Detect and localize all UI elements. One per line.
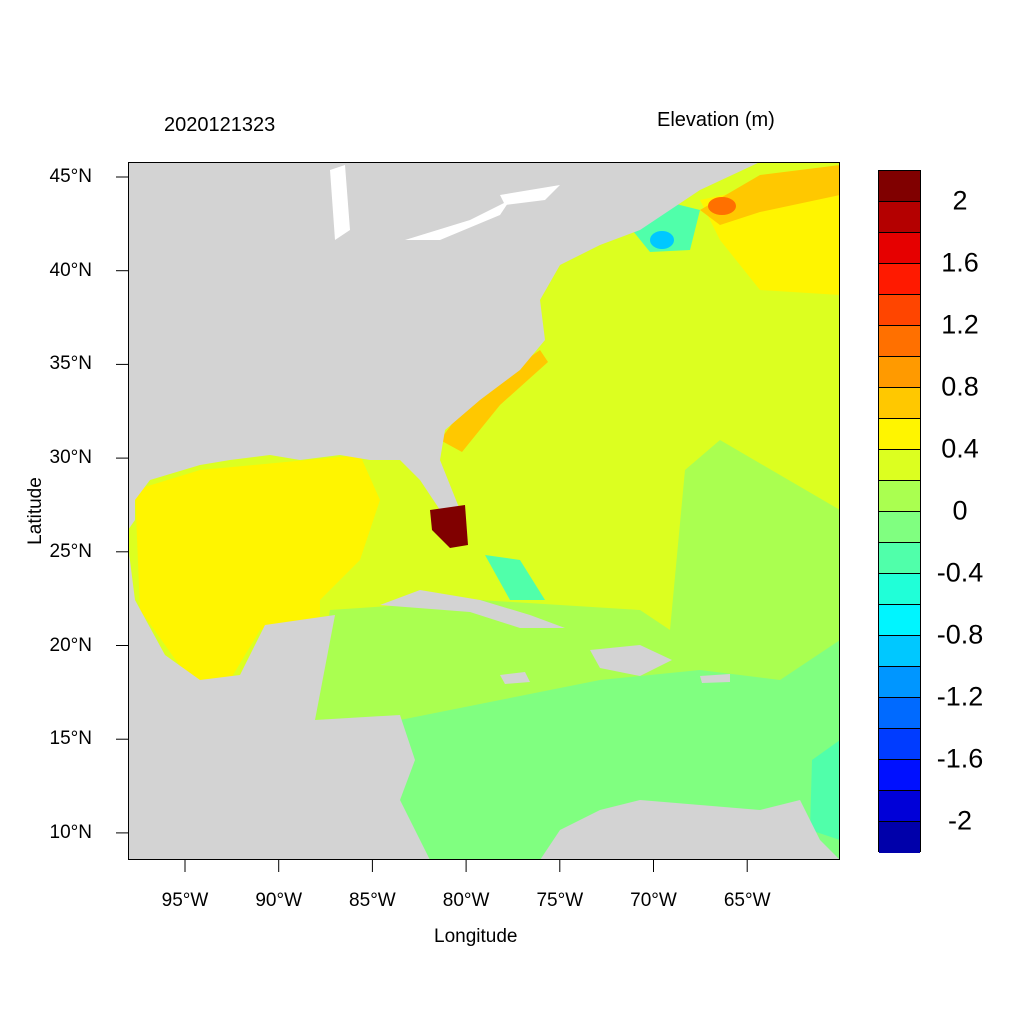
longitude-tick-label: 65°W [723,890,771,911]
colorbar-label: 0.8 [941,371,979,402]
longitude-tick-label: 70°W [630,890,677,911]
latitude-tick-label: 20°N [49,634,92,656]
latitude-tick-label: 35°N [49,353,92,375]
florida-high [430,505,468,548]
bay-of-fundy-high [708,197,736,215]
colorbar-label: 1.6 [941,247,979,278]
colorbar-swatch [879,357,920,388]
colorbar-swatch [879,171,920,202]
land [128,162,840,860]
cuba [380,590,565,628]
longitude-tick-label: 90°W [255,890,303,911]
colorbar-swatch [879,326,920,357]
colorbar-swatch [879,264,920,295]
longitude-tick-label: 75°W [536,890,584,911]
lake-erie [405,200,510,240]
plot-frame [128,162,840,860]
colorbar-label: 2 [952,185,968,216]
south-caribbean-region [400,640,840,860]
colorbar-swatch [879,388,920,419]
bahamas-low [485,555,545,600]
carolina-coast-high [440,350,548,452]
colorbar-swatch [879,667,920,698]
hispaniola [590,645,672,676]
lake-michigan [330,165,350,240]
colorbar-label: -2 [947,805,972,836]
cape-cod-lowest [650,231,674,249]
colorbar-swatch [879,419,920,450]
colorbar-label: -0.8 [936,619,984,650]
latitude-tick-label: 40°N [49,259,92,281]
colorbar-swatch [879,791,920,822]
colorbar-label: 1.2 [941,309,979,340]
map-plot [128,162,840,860]
colorbar-swatch [879,574,920,605]
colorbar-swatch [879,543,920,574]
colorbar-swatch [879,822,920,853]
colorbar-swatch [879,698,920,729]
colorbar-label: -1.6 [936,743,984,774]
colorbar-swatch [879,729,920,760]
colorbar-label: -0.4 [936,557,984,588]
gulf-of-maine-high [700,165,840,225]
colorbar-swatch [879,760,920,791]
jamaica [500,672,530,684]
north-america [128,162,760,530]
colorbar-swatch [879,295,920,326]
latitude-tick-label: 10°N [49,821,92,843]
south-america [540,800,840,860]
colorbar-swatch [879,450,920,481]
y-axis-label: Latitude [25,477,46,545]
colorbar-label: -1.2 [936,681,984,712]
variable-title: Elevation (m) [657,109,775,131]
mexico-central-america [128,545,430,860]
latitude-tick-label: 30°N [49,447,92,469]
colorbar-swatch [879,481,920,512]
colorbar-label: 0.4 [941,433,979,464]
longitude-tick-label: 95°W [161,890,209,911]
longitude-tick-label: 80°W [442,890,490,911]
latitude-tick-label: 25°N [49,540,92,562]
great-lakes [330,165,560,240]
colorbar-label: 0 [952,495,968,526]
colorbar-swatch [879,202,920,233]
colorbar-swatch [879,512,920,543]
latitude-tick-label: 45°N [49,166,92,187]
gulf-of-mexico-region [135,455,380,680]
x-axis-label: Longitude [434,926,518,947]
colorbar-swatch [879,605,920,636]
lake-ontario [500,185,560,205]
timestamp-title: 2020121323 [164,114,276,136]
colorbar-swatch [879,636,920,667]
east-caribbean-region [810,740,840,840]
latitude-tick-label: 15°N [49,728,92,750]
longitude-tick-label: 85°W [349,890,396,911]
colorbar [878,170,921,853]
colorbar-swatch [879,233,920,264]
puerto-rico [700,674,730,683]
